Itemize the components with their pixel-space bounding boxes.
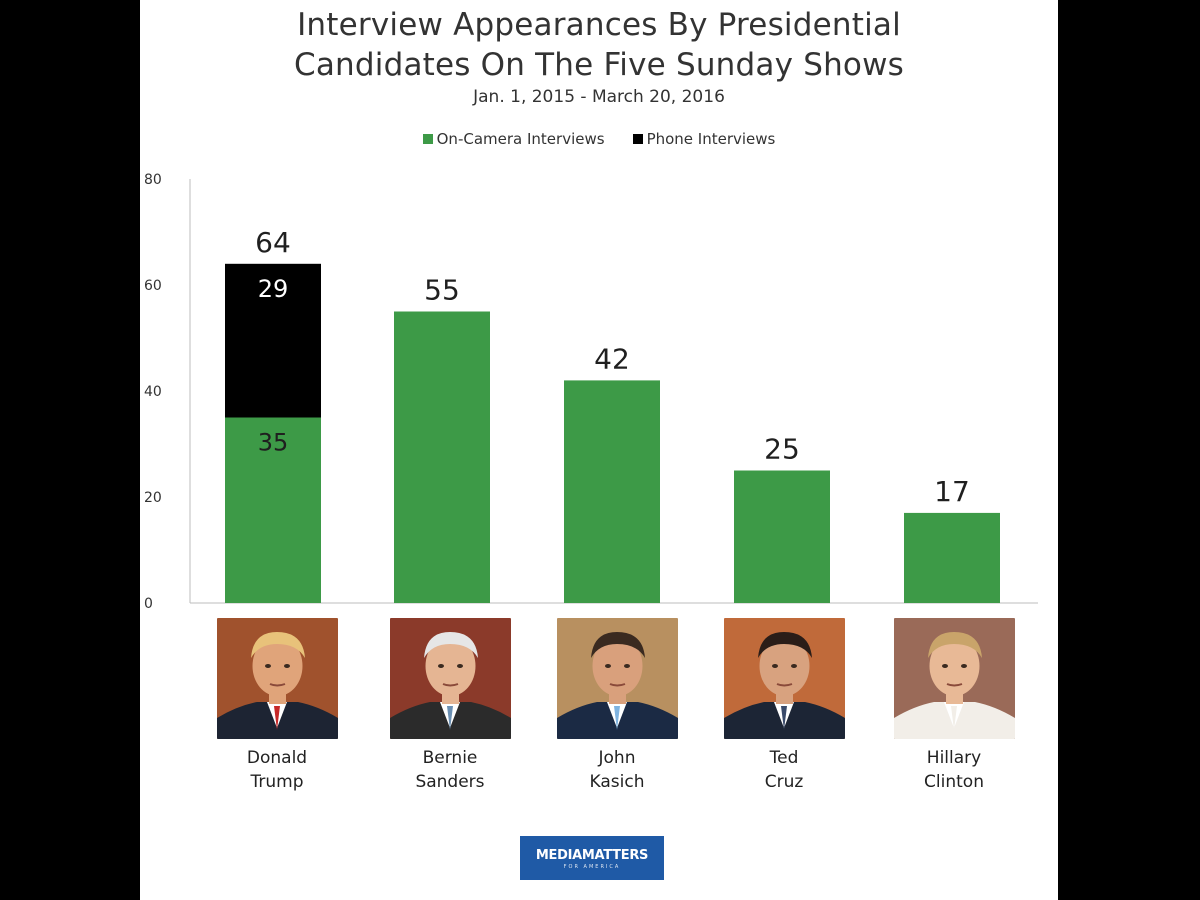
logo-main-text: MEDIAMATTERS: [535, 848, 649, 863]
candidate-photo: [724, 618, 845, 739]
bar-on-camera: [394, 311, 490, 603]
chart-title-line2: Candidates On The Five Sunday Shows: [293, 47, 904, 83]
total-label: 17: [934, 475, 970, 508]
candidate-first-name: John: [598, 748, 636, 768]
candidate-name: Hillary Clinton: [874, 746, 1034, 794]
portrait-icon: [724, 618, 845, 739]
portrait-icon: [390, 618, 511, 739]
y-tick-label: 80: [144, 172, 162, 188]
bar-on-camera: [564, 380, 660, 603]
y-tick-label: 60: [144, 278, 162, 294]
bar-chart: 0 20 40 60 80 35 29 64 55 42 25 17: [144, 172, 1038, 612]
bar-phone: [225, 263, 321, 418]
legend-label-on-camera: On-Camera Interviews: [436, 130, 605, 148]
candidate-last-name: Trump: [250, 772, 304, 792]
candidate-name: Bernie Sanders: [370, 746, 530, 794]
candidate-last-name: Kasich: [589, 772, 645, 792]
total-label: 55: [424, 274, 460, 307]
candidate-name: John Kasich: [537, 746, 697, 794]
segment-label-phone: 29: [258, 275, 289, 303]
media-matters-logo: MEDIAMATTERS FOR AMERICA: [520, 836, 664, 880]
candidate-first-name: Ted: [769, 748, 799, 768]
chart-subtitle: Jan. 1, 2015 - March 20, 2016: [473, 87, 725, 107]
y-tick-label: 40: [144, 384, 162, 400]
candidate-last-name: Cruz: [764, 772, 804, 792]
candidate-name: Ted Cruz: [704, 746, 864, 794]
bar-on-camera: [225, 417, 321, 603]
candidate-last-name: Clinton: [924, 772, 984, 792]
chart-title-line1: Interview Appearances By Presidential: [297, 7, 901, 43]
segment-label-on-camera: 35: [258, 429, 289, 457]
legend-label-phone: Phone Interviews: [646, 130, 776, 148]
legend-swatch-phone: [632, 134, 643, 144]
total-label: 64: [255, 226, 291, 259]
portrait-icon: [894, 618, 1015, 739]
chart-panel: Interview Appearances By Presidential Ca…: [140, 0, 1058, 900]
total-label: 42: [594, 342, 630, 375]
candidate-last-name: Sanders: [415, 772, 485, 792]
total-label: 25: [764, 433, 800, 466]
legend-item-on-camera: On-Camera Interviews: [422, 130, 605, 148]
candidate-first-name: Donald: [246, 748, 308, 768]
candidate-first-name: Hillary: [926, 748, 982, 768]
candidate-photo: [390, 618, 511, 739]
candidate-photo: [217, 618, 338, 739]
bar-on-camera: [904, 512, 1000, 603]
candidate-photo: [894, 618, 1015, 739]
legend-swatch-on-camera: [422, 134, 433, 144]
candidate-photos: Donald Trump Bernie Sanders John Kasich Ted Cru…: [140, 618, 1058, 798]
candidate-photo: [557, 618, 678, 739]
candidate-name: Donald Trump: [197, 746, 357, 794]
legend: On-Camera Interviews Phone Interviews: [140, 130, 1058, 148]
portrait-icon: [217, 618, 338, 739]
y-tick-label: 20: [144, 490, 162, 506]
candidate-first-name: Bernie: [422, 748, 478, 768]
legend-item-phone: Phone Interviews: [632, 130, 776, 148]
y-tick-label: 0: [144, 596, 153, 612]
bar-on-camera: [734, 470, 830, 603]
logo-sub-text: FOR AMERICA: [563, 864, 621, 870]
portrait-icon: [557, 618, 678, 739]
